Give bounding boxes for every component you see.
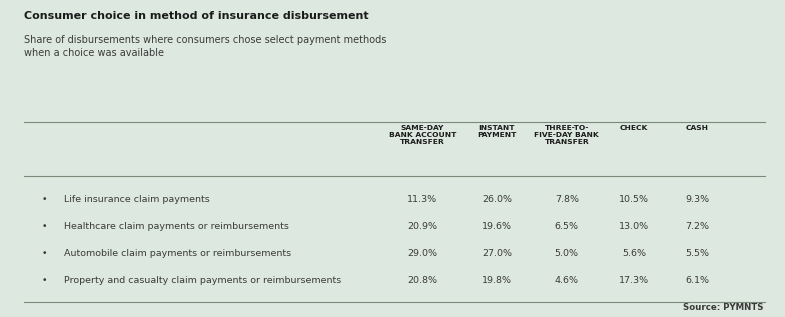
Text: Consumer choice in method of insurance disbursement: Consumer choice in method of insurance d… <box>24 11 368 21</box>
Text: Share of disbursements where consumers chose select payment methods
when a choic: Share of disbursements where consumers c… <box>24 35 386 58</box>
Text: 10.5%: 10.5% <box>619 195 649 204</box>
Text: SAME-DAY
BANK ACCOUNT
TRANSFER: SAME-DAY BANK ACCOUNT TRANSFER <box>389 125 456 145</box>
Text: INSTANT
PAYMENT: INSTANT PAYMENT <box>477 125 517 138</box>
Text: Property and casualty claim payments or reimbursements: Property and casualty claim payments or … <box>64 276 341 285</box>
Text: 20.8%: 20.8% <box>407 276 437 285</box>
Text: •: • <box>42 195 48 204</box>
Text: 17.3%: 17.3% <box>619 276 649 285</box>
Text: 5.5%: 5.5% <box>685 249 709 258</box>
Text: 7.8%: 7.8% <box>555 195 579 204</box>
Text: 29.0%: 29.0% <box>407 249 437 258</box>
Text: 6.1%: 6.1% <box>685 276 709 285</box>
Text: Life insurance claim payments: Life insurance claim payments <box>64 195 210 204</box>
Text: 11.3%: 11.3% <box>407 195 437 204</box>
Text: CASH: CASH <box>685 125 709 131</box>
Text: 6.5%: 6.5% <box>555 222 579 231</box>
Text: 7.2%: 7.2% <box>685 222 709 231</box>
Text: 5.6%: 5.6% <box>623 249 646 258</box>
Text: 27.0%: 27.0% <box>482 249 512 258</box>
Text: Automobile claim payments or reimbursements: Automobile claim payments or reimburseme… <box>64 249 291 258</box>
Text: 9.3%: 9.3% <box>685 195 709 204</box>
Text: •: • <box>42 222 48 231</box>
Text: 13.0%: 13.0% <box>619 222 649 231</box>
Text: Source: PYMNTS: Source: PYMNTS <box>682 303 763 312</box>
Text: 26.0%: 26.0% <box>482 195 512 204</box>
Text: 19.6%: 19.6% <box>482 222 512 231</box>
Text: 20.9%: 20.9% <box>407 222 437 231</box>
Text: Healthcare claim payments or reimbursements: Healthcare claim payments or reimburseme… <box>64 222 289 231</box>
Text: CHECK: CHECK <box>620 125 648 131</box>
Text: THREE-TO-
FIVE-DAY BANK
TRANSFER: THREE-TO- FIVE-DAY BANK TRANSFER <box>535 125 599 145</box>
Text: 4.6%: 4.6% <box>555 276 579 285</box>
Text: 19.8%: 19.8% <box>482 276 512 285</box>
Text: •: • <box>42 249 48 258</box>
Text: 5.0%: 5.0% <box>555 249 579 258</box>
Text: •: • <box>42 276 48 285</box>
